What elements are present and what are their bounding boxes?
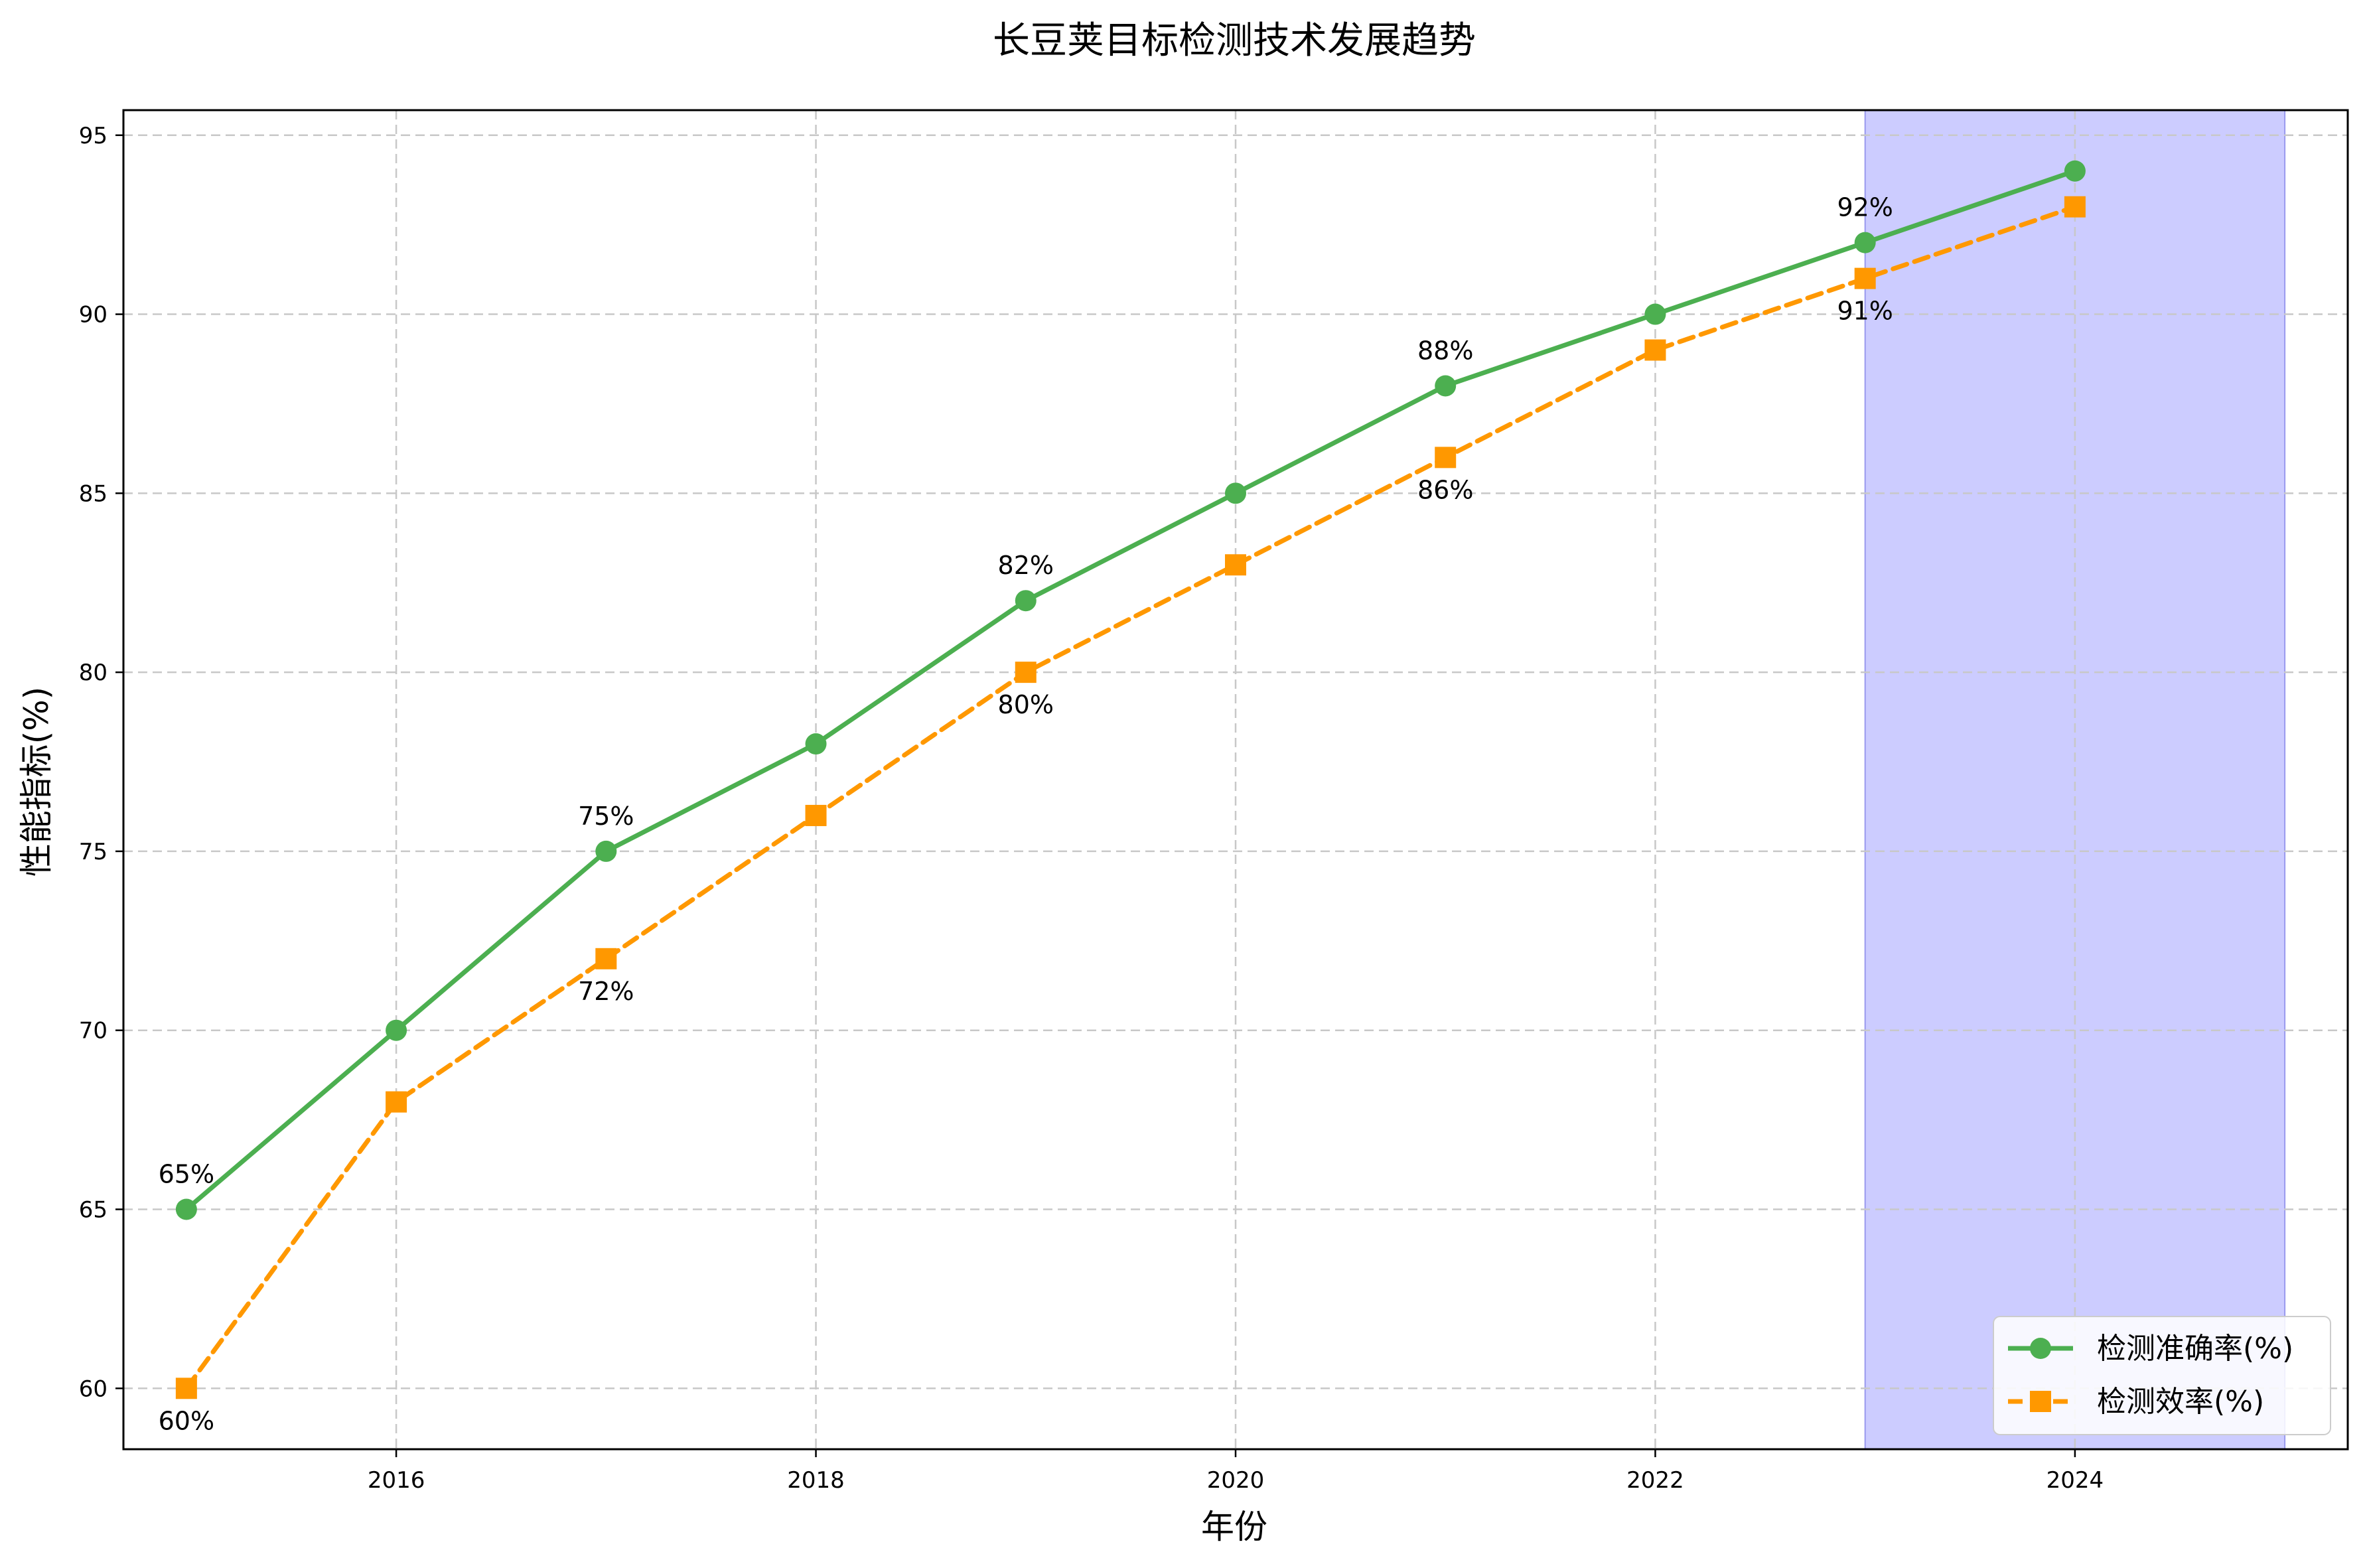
data-point: [595, 840, 617, 862]
legend-marker: [2030, 1338, 2051, 1359]
data-label: 92%: [1837, 193, 1893, 222]
y-tick-label: 60: [79, 1376, 108, 1402]
data-label: 75%: [578, 802, 634, 831]
y-tick-label: 90: [79, 302, 108, 328]
data-point: [1015, 662, 1037, 683]
data-label: 60%: [159, 1406, 214, 1435]
data-point: [2064, 196, 2086, 218]
chart-title: 长豆荚目标检测技术发展趋势: [993, 19, 1476, 62]
x-tick-label: 2020: [1207, 1467, 1265, 1494]
y-tick-label: 85: [79, 480, 108, 507]
y-tick-label: 65: [79, 1196, 108, 1223]
data-point: [1225, 482, 1246, 504]
legend-label: 检测效率(%): [2097, 1385, 2264, 1419]
y-tick-label: 80: [79, 660, 108, 686]
data-label: 82%: [998, 551, 1054, 580]
data-point: [1644, 339, 1666, 361]
x-tick-label: 2016: [368, 1467, 425, 1494]
legend: 检测准确率(%) 检测效率(%): [1993, 1316, 2331, 1435]
data-point: [386, 1091, 407, 1113]
legend-marker: [2030, 1391, 2051, 1412]
data-point: [1225, 554, 1246, 576]
data-point: [805, 733, 827, 755]
data-point: [1435, 375, 1457, 397]
data-label: 65%: [159, 1159, 214, 1188]
x-tick-label: 2024: [2046, 1467, 2104, 1494]
data-point: [1435, 447, 1457, 468]
data-label: 86%: [1417, 475, 1473, 504]
y-axis-label: 性能指标(%): [17, 687, 56, 877]
data-point: [595, 948, 617, 969]
data-label: 91%: [1837, 297, 1893, 326]
series-1: 65% 75% 82% 88% 92%: [159, 160, 2086, 1220]
data-label: 80%: [998, 690, 1054, 719]
series-2: 60% 72% 80% 86% 91%: [159, 196, 2086, 1435]
data-point: [805, 804, 827, 826]
legend-label: 检测准确率(%): [2097, 1332, 2293, 1366]
y-tick-label: 70: [79, 1018, 108, 1044]
data-point: [1015, 590, 1037, 612]
data-point: [2064, 160, 2086, 182]
data-label: 88%: [1417, 336, 1473, 365]
x-axis-label: 年份: [1201, 1508, 1267, 1546]
data-point: [386, 1019, 407, 1041]
y-tick-label: 95: [79, 123, 108, 149]
x-tick-label: 2018: [787, 1467, 845, 1494]
x-tick-label: 2022: [1626, 1467, 1684, 1494]
data-point: [175, 1198, 197, 1220]
y-tick-label: 75: [79, 839, 108, 865]
data-point: [1644, 303, 1666, 325]
plot-area: 65% 75% 82% 88% 92% 60% 72% 80% 86% 91% 2016 2018 20…: [79, 109, 2349, 1494]
series-line: [184, 169, 2078, 1212]
highlight-region: [1864, 109, 2286, 1450]
legend-box: [1993, 1316, 2331, 1435]
data-point: [175, 1378, 197, 1399]
data-point: [1854, 267, 1876, 289]
data-label: 72%: [578, 977, 634, 1006]
data-point: [1854, 232, 1876, 253]
series-line: [184, 204, 2078, 1391]
